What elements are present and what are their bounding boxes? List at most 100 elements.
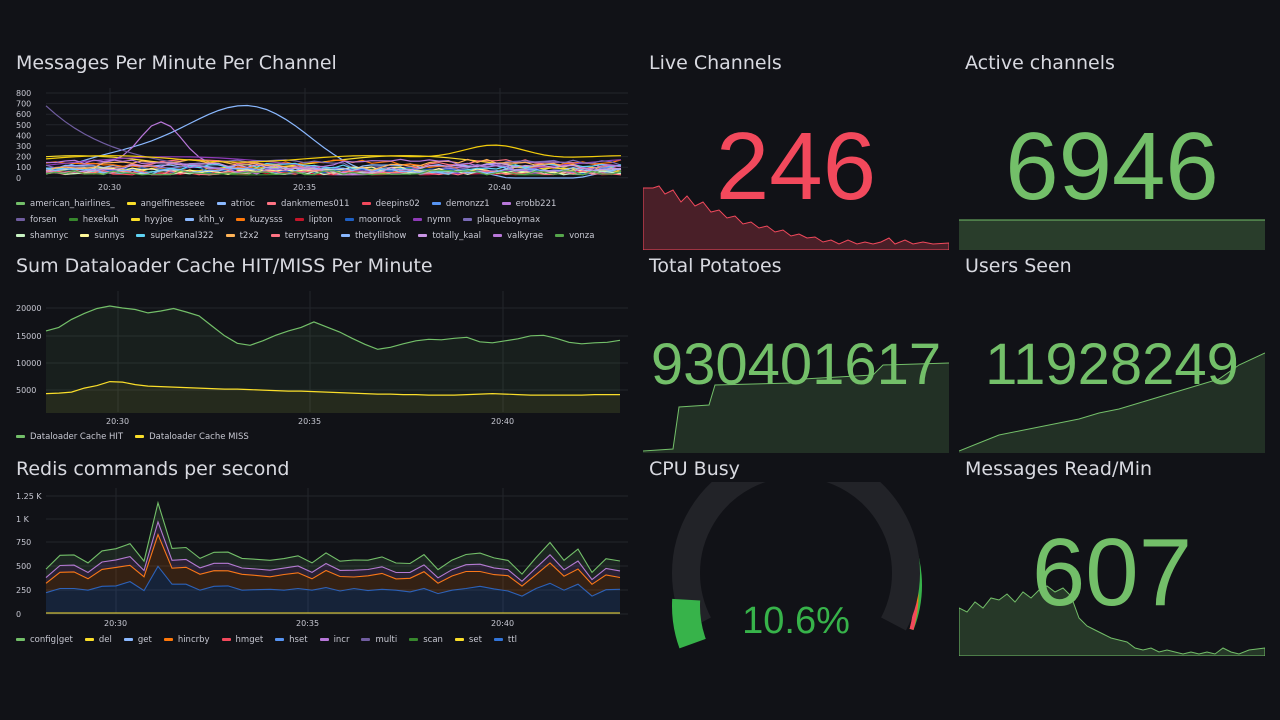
redis-commands-chart[interactable]: 1.25 K 1 K 750 500 250 0 20:30 20:35 20:40 xyxy=(16,488,630,633)
panel-title[interactable]: Total Potatoes xyxy=(649,255,782,277)
x-tick-label: 20:35 xyxy=(296,619,319,628)
legend-item[interactable]: deepins02 xyxy=(361,196,420,212)
y-tick-label: 200 xyxy=(16,153,31,162)
panel-title[interactable]: Sum Dataloader Cache HIT/MISS Per Minute xyxy=(16,255,433,277)
legend-item[interactable]: thetylilshow xyxy=(340,228,406,244)
y-tick-label: 5000 xyxy=(16,386,36,395)
legend-item[interactable]: hexekuh xyxy=(68,212,119,228)
panel-title[interactable]: Users Seen xyxy=(965,255,1072,277)
legend-swatch xyxy=(555,234,565,237)
legend-label: forsen xyxy=(30,215,57,225)
legend-swatch xyxy=(270,234,280,237)
series-line xyxy=(45,144,622,163)
legend-label: sunnys xyxy=(94,231,125,241)
legend-item[interactable]: hset xyxy=(275,632,308,648)
legend-label: demonzz1 xyxy=(445,199,490,209)
legend-item[interactable]: set xyxy=(454,632,482,648)
panel-title[interactable]: Live Channels xyxy=(649,52,782,74)
series-line xyxy=(45,162,622,175)
legend-item[interactable]: american_hairlines_ xyxy=(16,196,115,212)
legend-item[interactable]: get xyxy=(123,632,152,648)
legend-item[interactable]: ttl xyxy=(493,632,517,648)
legend-label: erobb221 xyxy=(515,199,557,209)
panel-title[interactable]: Messages Per Minute Per Channel xyxy=(16,52,337,74)
legend-swatch xyxy=(463,218,473,221)
chart-legend: american_hairlines_ angelfinesseee atrioc d… xyxy=(16,196,616,248)
x-tick-label: 20:40 xyxy=(491,417,514,426)
legend-item[interactable]: scan xyxy=(409,632,443,648)
gauge-value-arc xyxy=(672,598,706,649)
legend-item[interactable]: sunnys xyxy=(80,228,124,244)
legend-item[interactable]: hincrby xyxy=(163,632,210,648)
panel-title[interactable]: CPU Busy xyxy=(649,458,740,480)
legend-swatch xyxy=(344,218,354,221)
panel-users-seen: Users Seen 11928249 xyxy=(959,255,1265,453)
series-line-cache-hit xyxy=(45,305,621,350)
legend-item[interactable]: terrytsang xyxy=(270,228,329,244)
y-tick-label: 600 xyxy=(16,110,31,119)
legend-item[interactable]: shamnyc xyxy=(16,228,68,244)
series-line xyxy=(45,500,621,575)
legend-swatch xyxy=(16,435,25,438)
legend-label: t2x2 xyxy=(239,231,259,241)
legend-swatch xyxy=(123,638,133,641)
legend-item[interactable]: config|get xyxy=(16,632,73,648)
legend-item[interactable]: vonza xyxy=(555,228,594,244)
legend-item[interactable]: erobb221 xyxy=(501,196,557,212)
legend-label: hincrby xyxy=(177,635,210,645)
active-channels-value: 6946 xyxy=(1005,113,1219,220)
legend-item[interactable]: xqc xyxy=(16,244,45,248)
legend-item[interactable]: kuzysss xyxy=(235,212,283,228)
legend-item[interactable]: demonzz1 xyxy=(431,196,490,212)
legend-label: vonza xyxy=(569,231,595,241)
legend-item[interactable]: del xyxy=(84,632,112,648)
legend-swatch xyxy=(216,202,226,205)
legend-item[interactable]: angelfinesseee xyxy=(126,196,205,212)
panel-title[interactable]: Messages Read/Min xyxy=(965,458,1153,480)
legend-item[interactable]: moonrock xyxy=(344,212,401,228)
legend-swatch xyxy=(418,234,428,237)
legend-item[interactable]: incr xyxy=(319,632,349,648)
legend-item[interactable]: totally_kaal xyxy=(418,228,481,244)
y-tick-label: 500 xyxy=(16,562,31,571)
legend-label: del xyxy=(98,635,112,645)
legend-item[interactable]: forsen xyxy=(16,212,57,228)
y-tick-label: 750 xyxy=(16,538,31,547)
legend-item[interactable]: superkanal322 xyxy=(136,228,214,244)
legend-item[interactable]: dankmemes011 xyxy=(266,196,350,212)
legend-item[interactable]: nymn xyxy=(412,212,452,228)
series-line xyxy=(45,565,621,597)
legend-label: hyyjoe xyxy=(144,215,173,225)
panel-dataloader-cache: Sum Dataloader Cache HIT/MISS Per Minute… xyxy=(16,255,630,450)
y-tick-label: 500 xyxy=(16,121,31,130)
y-tick-label: 1.25 K xyxy=(16,492,42,501)
legend-item[interactable]: khh_v xyxy=(184,212,224,228)
legend-item[interactable]: t2x2 xyxy=(225,228,259,244)
y-tick-label: 10000 xyxy=(16,359,41,368)
legend-label: dankmemes011 xyxy=(280,199,350,209)
panel-title[interactable]: Active channels xyxy=(965,52,1115,74)
legend-swatch xyxy=(431,202,441,205)
legend-item[interactable]: atrioc xyxy=(216,196,255,212)
legend-item[interactable]: plaqueboymax xyxy=(463,212,540,228)
legend-swatch xyxy=(275,638,285,641)
legend-item[interactable]: hmget xyxy=(221,632,263,648)
dataloader-cache-chart[interactable]: 20000 15000 10000 5000 20:30 20:35 20:40 xyxy=(16,291,630,431)
legend-label: nymn xyxy=(426,215,452,225)
total-potatoes-value: 930401617 xyxy=(650,332,942,397)
legend-swatch xyxy=(501,202,511,205)
legend-label: american_hairlines_ xyxy=(30,199,115,209)
panel-title[interactable]: Redis commands per second xyxy=(16,458,290,480)
legend-label: lipton xyxy=(308,215,333,225)
legend-item[interactable]: valkyrae xyxy=(492,228,543,244)
legend-label: set xyxy=(468,635,482,645)
series-area xyxy=(46,502,620,582)
legend-item[interactable]: multi xyxy=(361,632,397,648)
users-seen-sparkline xyxy=(959,352,1265,453)
legend-item[interactable]: hyyjoe xyxy=(130,212,173,228)
y-tick-label: 800 xyxy=(16,89,31,98)
legend-item[interactable]: lipton xyxy=(294,212,333,228)
legend-item[interactable]: Dataloader Cache HIT xyxy=(16,429,123,445)
legend-item[interactable]: Dataloader Cache MISS xyxy=(135,429,249,445)
